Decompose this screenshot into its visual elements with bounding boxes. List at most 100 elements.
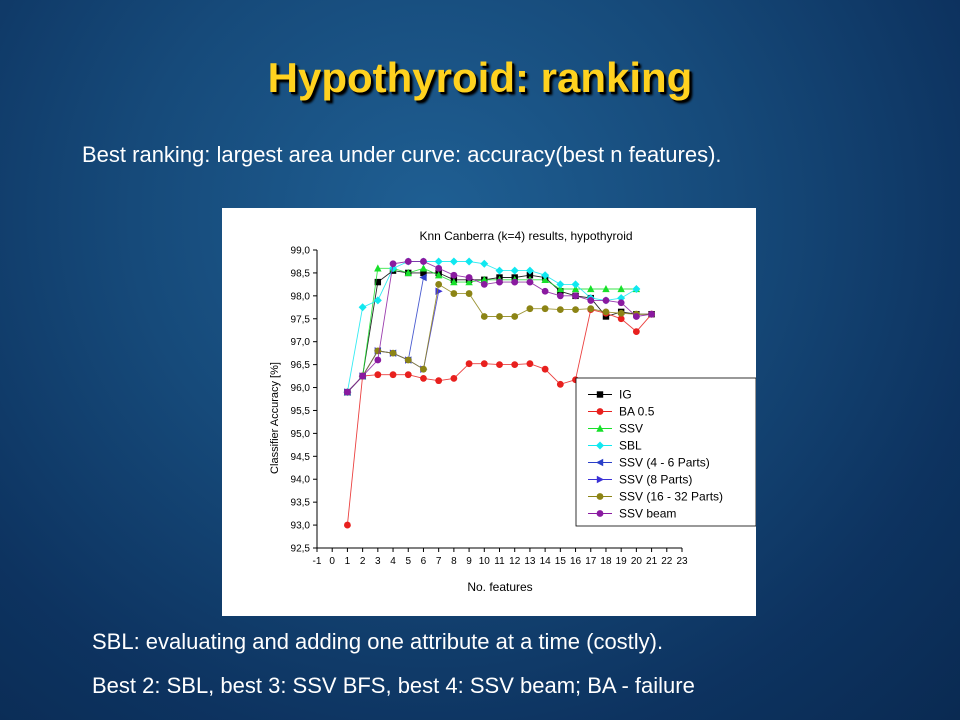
x-axis-label: No. features: [467, 580, 532, 594]
x-tick-label: 6: [421, 556, 427, 567]
x-tick-label: 15: [555, 556, 567, 567]
legend-marker: [596, 391, 604, 398]
series-ssv-beam: [344, 258, 655, 396]
legend: IG BA 0.5 SSV SBL SSV (4 - 6 Parts) SSV (8 Pa…: [575, 377, 756, 527]
x-tick-label: 20: [631, 556, 643, 567]
data-point: [434, 257, 443, 266]
y-tick-label: 97,0: [291, 337, 311, 348]
legend-item: SSV beam: [588, 507, 676, 521]
data-point: [480, 360, 488, 368]
y-tick-label: 96,0: [291, 383, 311, 394]
x-tick-label: 13: [524, 556, 536, 567]
x-tick-label: 22: [661, 556, 673, 567]
data-point: [404, 356, 412, 364]
data-point: [556, 280, 565, 289]
legend-item: IG: [588, 388, 632, 402]
y-tick-label: 99,0: [291, 246, 311, 257]
data-point: [404, 258, 412, 265]
data-point: [495, 266, 504, 275]
data-point: [526, 305, 534, 313]
data-point: [480, 313, 488, 320]
legend-label: BA 0.5: [619, 405, 655, 419]
data-point: [541, 287, 549, 295]
legend-label: SBL: [619, 439, 642, 453]
data-point: [571, 284, 580, 293]
data-point: [465, 290, 473, 297]
data-point: [404, 371, 412, 379]
data-point: [450, 290, 458, 297]
data-point: [419, 264, 428, 272]
x-tick-label: 18: [600, 556, 612, 567]
y-tick-label: 93,0: [291, 521, 311, 532]
data-point: [587, 305, 595, 313]
legend-item: SSV (4 - 6 Parts): [588, 456, 710, 470]
data-point: [358, 303, 367, 312]
legend-label: SSV (16 - 32 Parts): [619, 490, 723, 504]
y-axis-label: Classifier Accuracy [%]: [269, 362, 281, 474]
y-tick-label: 94,0: [291, 475, 311, 486]
legend-item: SSV (8 Parts): [588, 473, 692, 487]
data-point: [648, 310, 655, 318]
data-point: [450, 278, 458, 286]
x-tick-label: 10: [479, 556, 491, 567]
data-point: [571, 280, 580, 289]
note-line-1: SBL: evaluating and adding one attribute…: [92, 629, 664, 654]
data-point: [541, 305, 549, 313]
data-point: [435, 287, 443, 295]
data-point: [434, 271, 443, 279]
x-tick-label: 0: [329, 556, 335, 567]
data-point: [344, 388, 351, 396]
x-tick-label: 17: [585, 556, 597, 567]
y-tick-label: 94,5: [291, 452, 311, 463]
y-tick-label: 97,5: [291, 314, 311, 325]
x-tick-label: 16: [570, 556, 582, 567]
x-tick-label: 1: [345, 556, 351, 567]
data-point: [617, 299, 625, 307]
data-point: [419, 273, 427, 282]
data-point: [556, 284, 565, 293]
data-point: [496, 278, 503, 286]
data-point: [511, 313, 519, 320]
data-point: [617, 315, 625, 323]
data-point: [632, 284, 641, 293]
x-tick-label: 5: [405, 556, 411, 567]
data-point: [525, 266, 534, 275]
data-point: [450, 271, 458, 279]
line-chart: Knn Canberra (k=4) results, hypothyroid …: [269, 229, 756, 594]
data-point: [496, 361, 503, 369]
series-ssv: [343, 264, 641, 396]
data-point: [556, 306, 564, 313]
data-point: [404, 268, 412, 277]
data-point: [511, 361, 519, 369]
y-tick-label: 92,5: [291, 544, 311, 555]
data-point: [541, 365, 549, 373]
x-tick-label: 11: [494, 556, 505, 567]
data-point: [587, 284, 595, 293]
legend-marker: [596, 458, 604, 467]
data-point: [602, 284, 610, 293]
data-point: [572, 292, 579, 300]
data-point: [389, 371, 397, 379]
data-point: [541, 275, 549, 283]
slide-title: Hypothyroid: ranking: [267, 54, 693, 101]
legend-label: IG: [619, 388, 632, 402]
data-point: [374, 356, 382, 364]
slide-subtitle: Best ranking: largest area under curve: …: [82, 142, 722, 167]
series-ba-0-5: [344, 306, 655, 529]
legend-label: SSV beam: [619, 507, 676, 521]
x-tick-label: 14: [540, 556, 552, 567]
data-point: [617, 284, 625, 293]
data-point: [465, 360, 473, 368]
data-point: [587, 297, 595, 304]
legend-item: BA 0.5: [588, 405, 655, 419]
x-tick-label: 9: [466, 556, 472, 567]
legend-marker: [596, 441, 604, 450]
data-point: [374, 264, 382, 272]
axes: 92,5 93,0 93,5 94,0 94,5 95,0 95,5 96,0 96,5 97,0…: [291, 246, 688, 568]
series-ssv-4-6-parts: [343, 273, 427, 396]
x-tick-label: 21: [646, 556, 658, 567]
x-tick-label: 12: [509, 556, 521, 567]
data-point: [435, 264, 443, 272]
legend-label: SSV: [619, 422, 643, 436]
data-point: [572, 306, 579, 313]
